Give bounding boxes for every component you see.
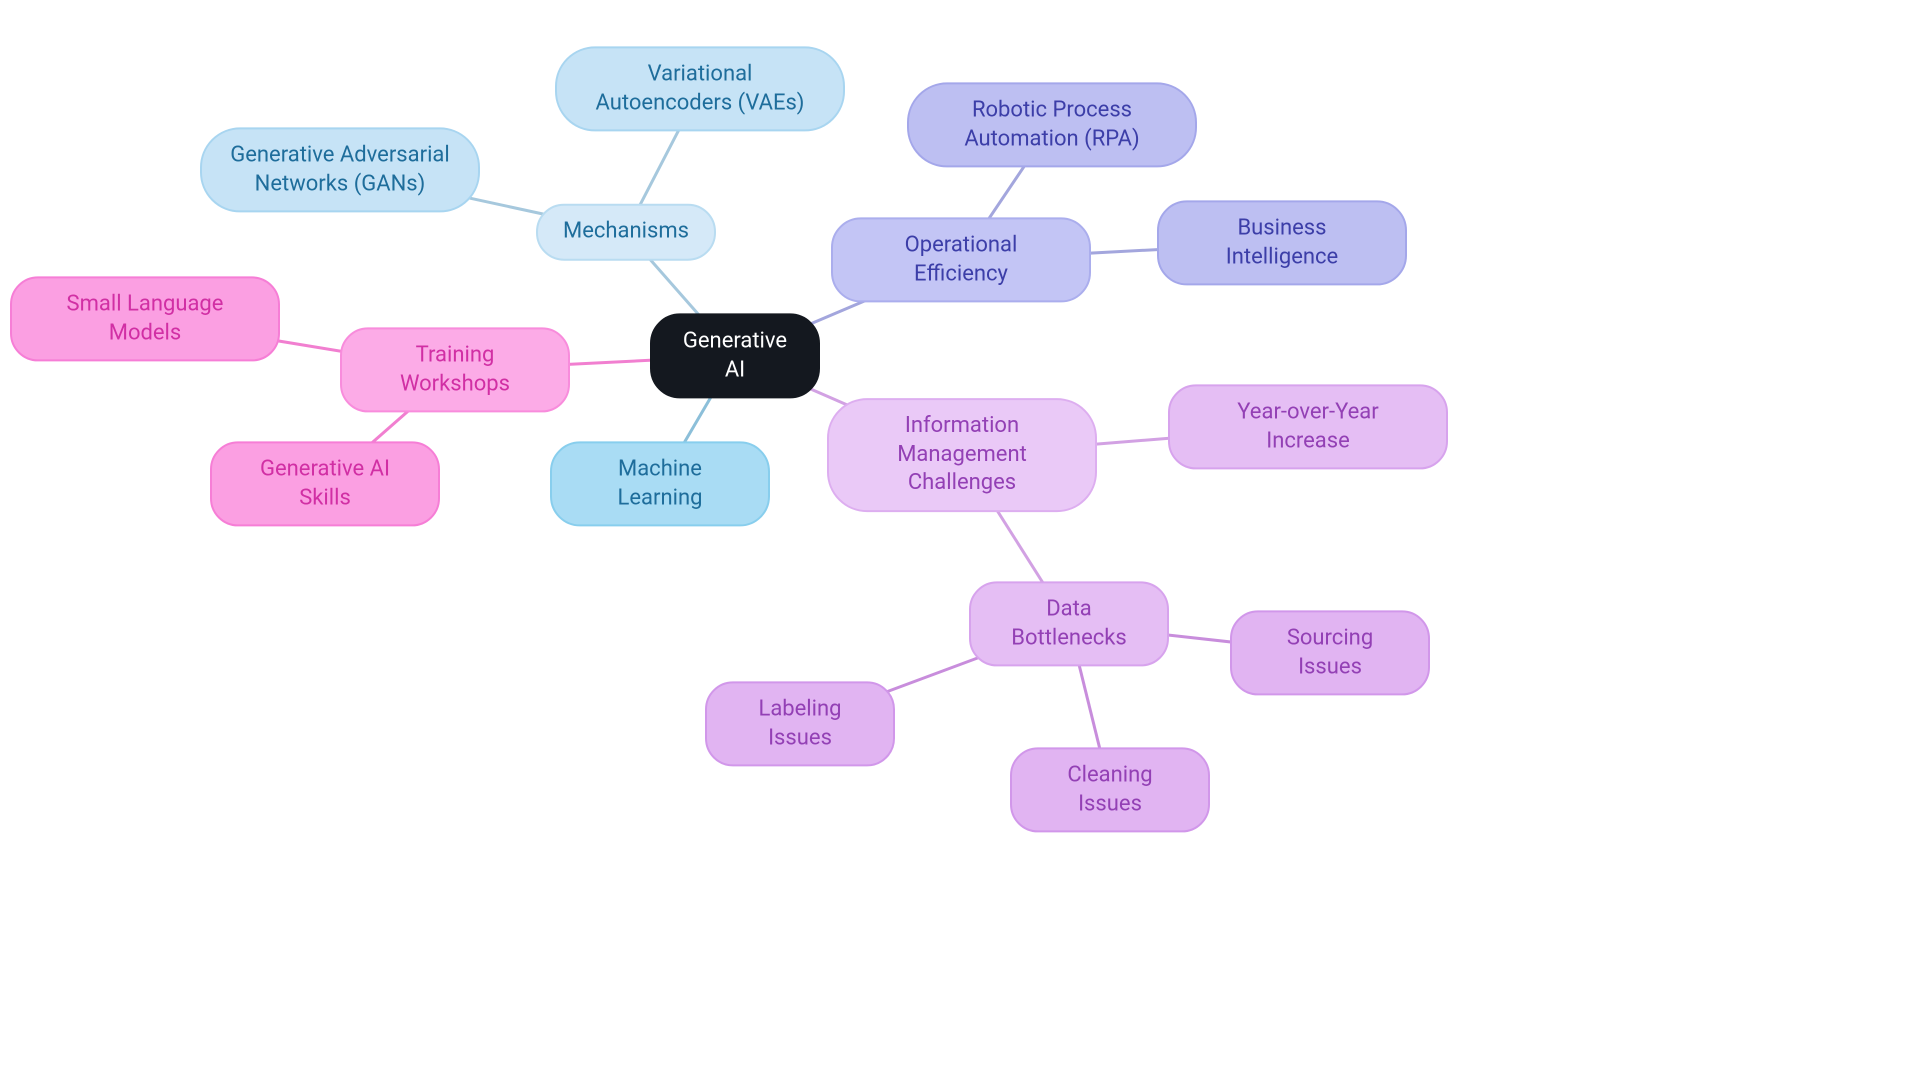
node-labeling: Labeling Issues	[705, 681, 895, 766]
node-gans: Generative Adversarial Networks (GANs)	[200, 127, 480, 212]
node-training: Training Workshops	[340, 327, 570, 412]
node-sourcing: Sourcing Issues	[1230, 610, 1430, 695]
node-skills: Generative AI Skills	[210, 441, 440, 526]
node-rpa: Robotic Process Automation (RPA)	[907, 82, 1197, 167]
node-bi: Business Intelligence	[1157, 200, 1407, 285]
node-mechanisms: Mechanisms	[536, 204, 716, 261]
node-slm: Small Language Models	[10, 276, 280, 361]
node-cleaning: Cleaning Issues	[1010, 747, 1210, 832]
node-yoy: Year-over-Year Increase	[1168, 384, 1448, 469]
node-ml: Machine Learning	[550, 441, 770, 526]
node-center: Generative AI	[650, 313, 820, 398]
node-dbottle: Data Bottlenecks	[969, 581, 1169, 666]
node-opeff: Operational Efficiency	[831, 217, 1091, 302]
node-vaes: Variational Autoencoders (VAEs)	[555, 46, 845, 131]
node-info: Information Management Challenges	[827, 398, 1097, 512]
